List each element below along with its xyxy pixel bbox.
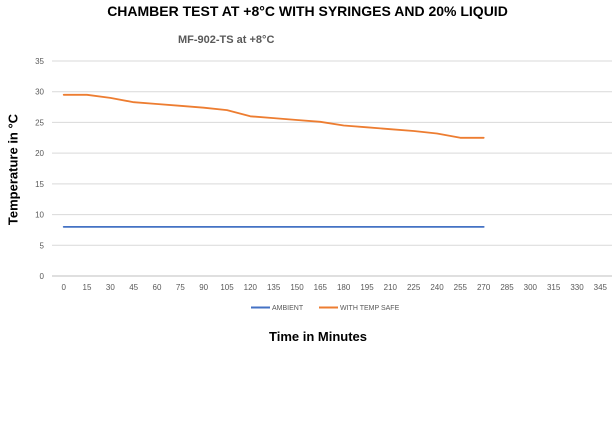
x-tick-label: 180 <box>337 283 351 292</box>
x-tick-label: 0 <box>61 283 66 292</box>
x-tick-label: 120 <box>244 283 258 292</box>
chart-title: CHAMBER TEST AT +8°C WITH SYRINGES AND 2… <box>107 3 508 19</box>
y-tick-label: 5 <box>40 241 45 250</box>
x-tick-label: 270 <box>477 283 491 292</box>
y-tick-label: 30 <box>35 88 44 97</box>
y-tick-label: 0 <box>40 272 45 281</box>
x-tick-label: 225 <box>407 283 421 292</box>
x-tick-label: 60 <box>153 283 162 292</box>
x-tick-label: 150 <box>290 283 304 292</box>
x-tick-label: 165 <box>314 283 328 292</box>
chart-subtitle: MF-902-TS at +8°C <box>178 34 275 46</box>
x-tick-label: 195 <box>360 283 374 292</box>
x-tick-label: 210 <box>384 283 398 292</box>
x-tick-label: 105 <box>220 283 234 292</box>
x-tick-label: 90 <box>199 283 208 292</box>
x-tick-label: 345 <box>594 283 608 292</box>
series-lines <box>62 93 485 228</box>
y-tick-label: 25 <box>35 118 44 127</box>
x-axis-label: Time in Minutes <box>269 329 367 344</box>
gridlines <box>52 60 612 277</box>
x-tick-labels: 0 15 30 45 60 75 90 105 120 135 150 165 180 195 210 225… <box>61 283 607 292</box>
y-tick-label: 20 <box>35 149 44 158</box>
x-tick-label: 75 <box>176 283 185 292</box>
x-tick-label: 30 <box>106 283 115 292</box>
x-tick-label: 135 <box>267 283 281 292</box>
series-line-1 <box>62 93 485 139</box>
x-tick-label: 45 <box>129 283 138 292</box>
legend-label-0: AMBIENT <box>272 305 304 312</box>
x-tick-label: 330 <box>570 283 584 292</box>
x-tick-label: 240 <box>430 283 444 292</box>
legend: AMBIENT WITH TEMP SAFE <box>251 305 400 312</box>
y-tick-labels: 0 5 10 15 20 25 30 35 <box>35 57 44 281</box>
y-tick-label: 15 <box>35 180 44 189</box>
x-tick-label: 255 <box>454 283 468 292</box>
y-tick-label: 35 <box>35 57 44 66</box>
x-tick-label: 315 <box>547 283 561 292</box>
x-tick-label: 300 <box>524 283 538 292</box>
x-tick-label: 285 <box>500 283 514 292</box>
legend-label-1: WITH TEMP SAFE <box>340 305 400 312</box>
y-tick-label: 10 <box>35 211 44 220</box>
x-tick-label: 15 <box>83 283 92 292</box>
